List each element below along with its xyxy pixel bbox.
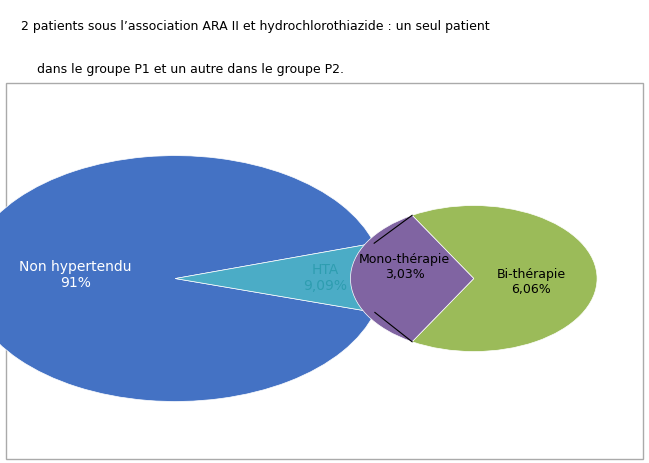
Text: Mono-thérapie
3,03%: Mono-thérapie 3,03%	[359, 253, 450, 281]
Wedge shape	[175, 243, 383, 313]
Wedge shape	[350, 215, 474, 342]
Text: dans le groupe P1 et un autre dans le groupe P2.: dans le groupe P1 et un autre dans le gr…	[13, 63, 344, 76]
Wedge shape	[412, 206, 597, 351]
Text: HTA
9,09%: HTA 9,09%	[302, 263, 347, 293]
Text: 2 patients sous l’association ARA II et hydrochlorothiazide : un seul patient: 2 patients sous l’association ARA II et …	[13, 19, 489, 33]
Text: Non hypertendu
91%: Non hypertendu 91%	[19, 260, 132, 290]
Text: Bi-thérapie
6,06%: Bi-thérapie 6,06%	[497, 269, 566, 296]
Wedge shape	[0, 156, 375, 401]
